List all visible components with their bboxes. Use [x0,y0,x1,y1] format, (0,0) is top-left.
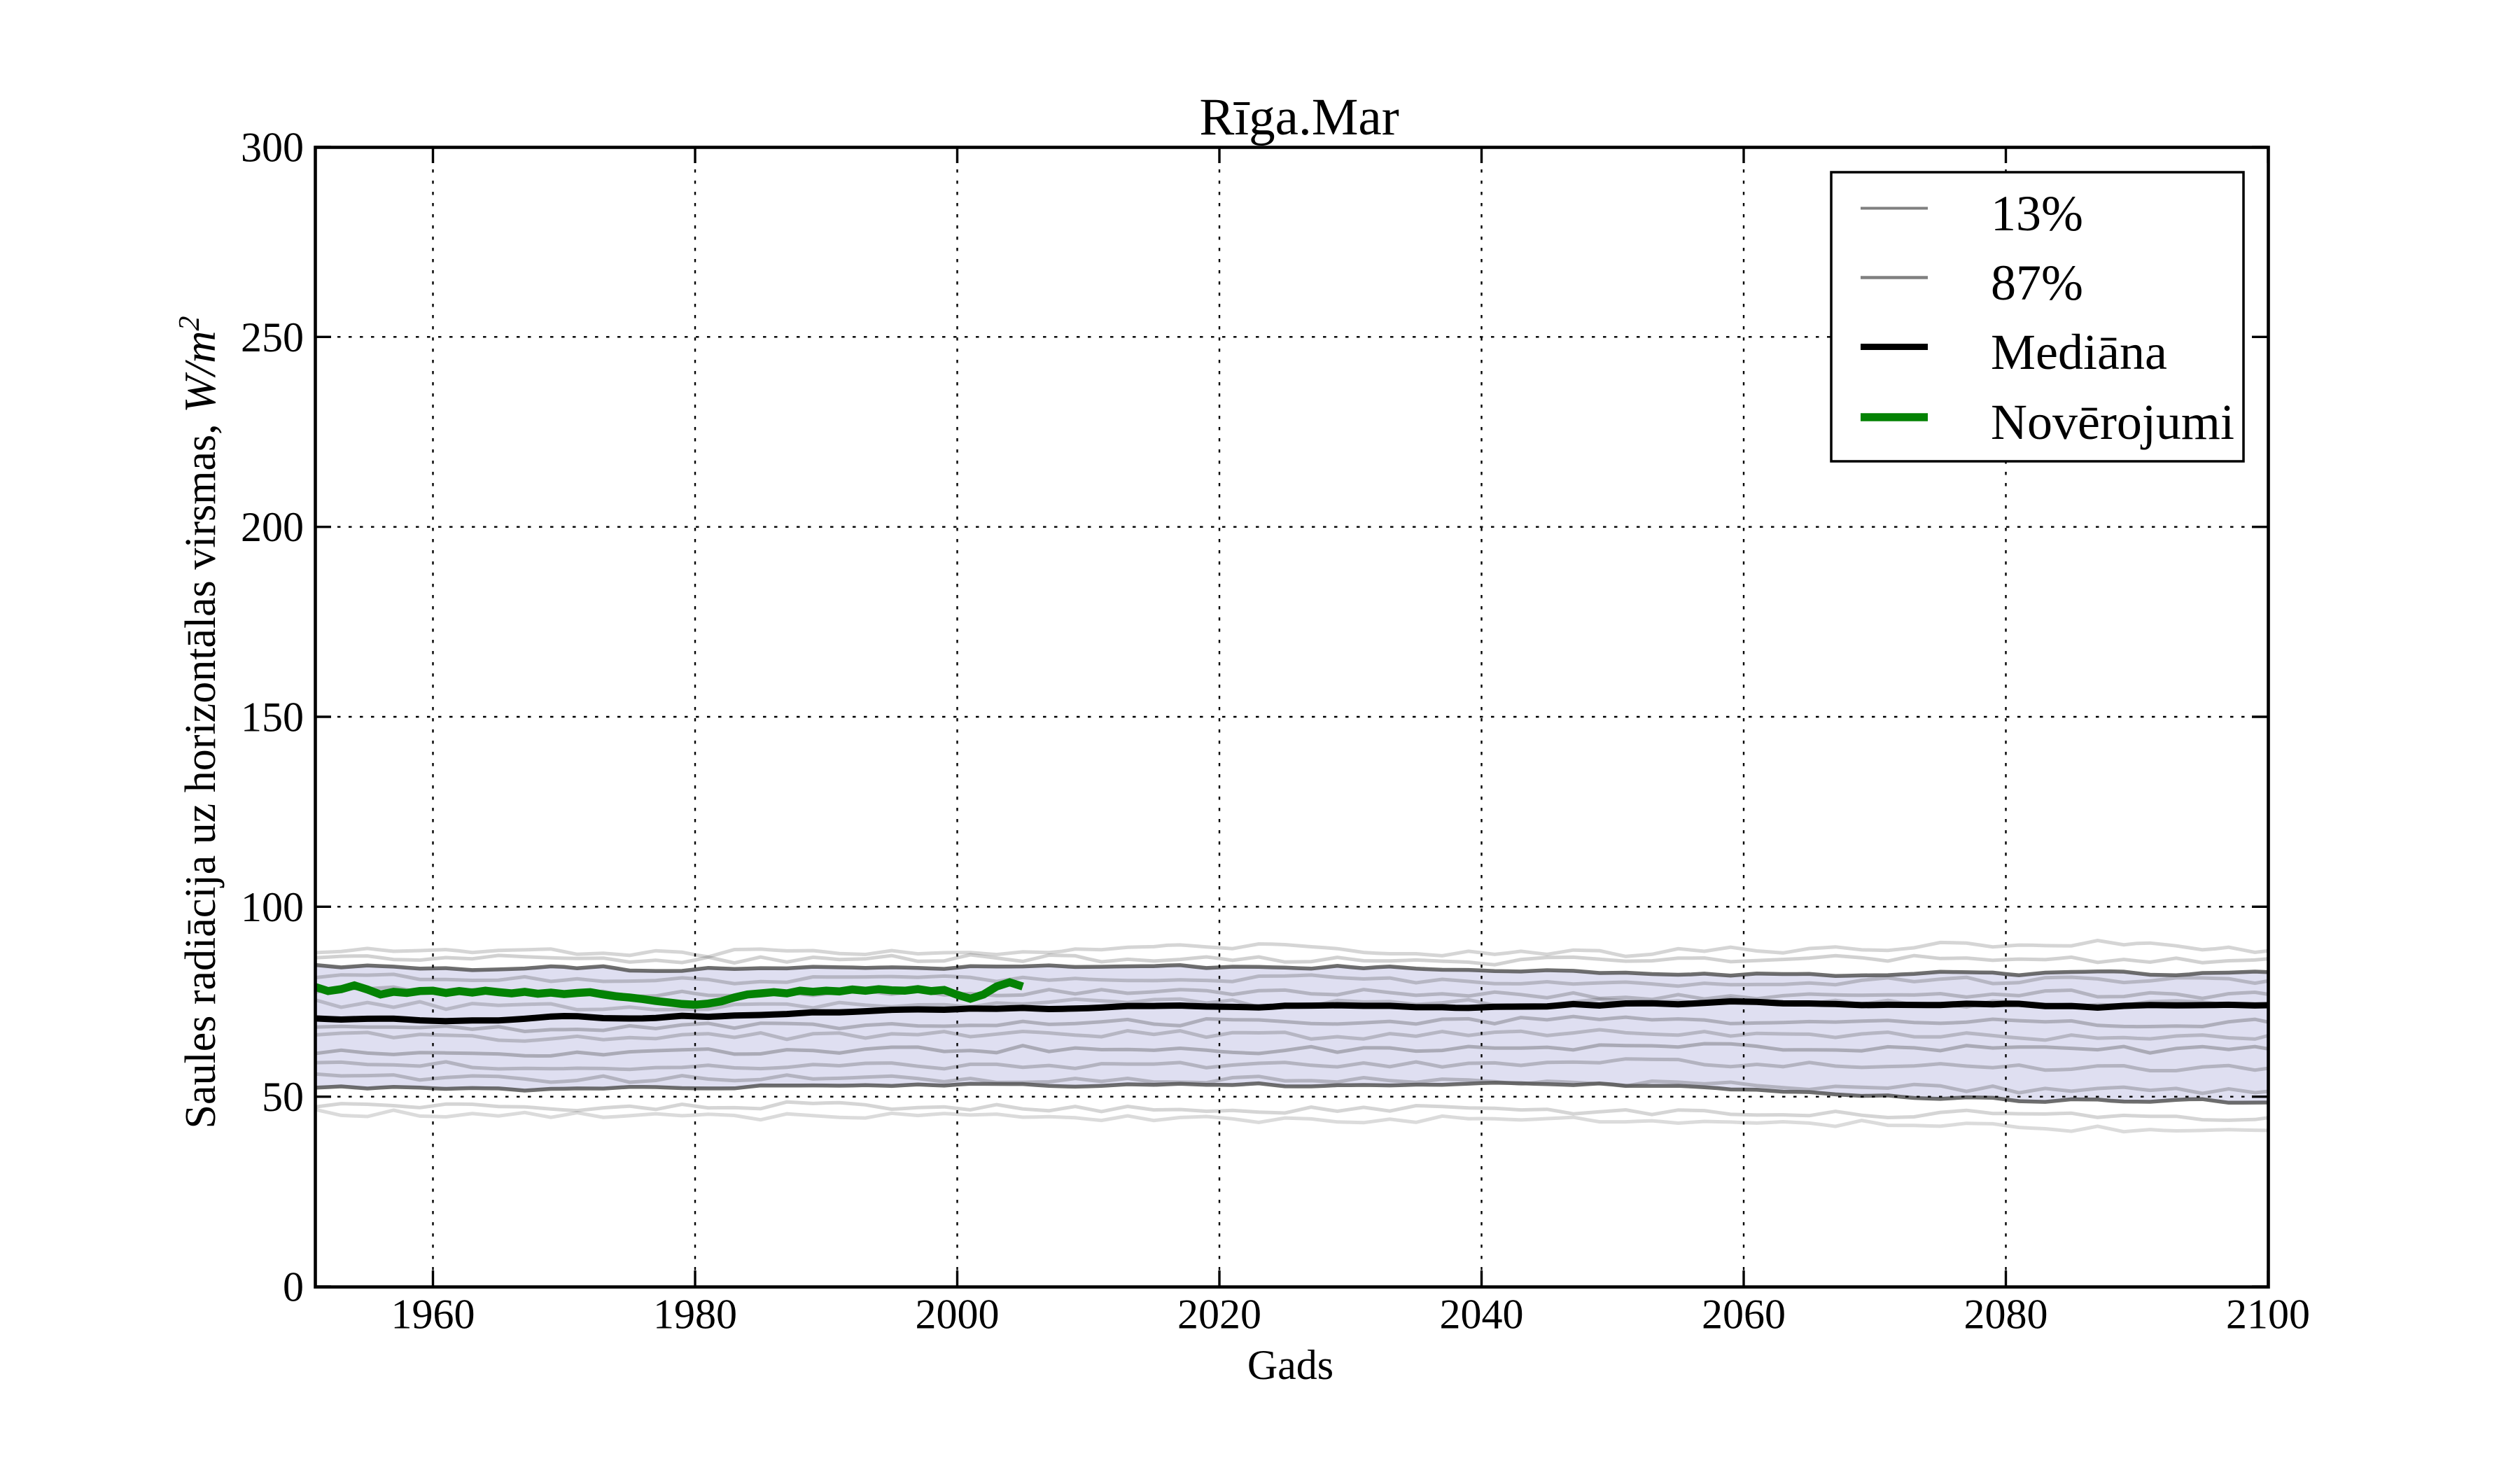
svg-text:2080: 2080 [1964,1292,2048,1338]
svg-text:150: 150 [241,694,304,741]
svg-text:250: 250 [241,314,304,360]
svg-text:2060: 2060 [1702,1292,1786,1338]
svg-text:2020: 2020 [1177,1292,1261,1338]
svg-text:Novērojumi: Novērojumi [1991,394,2234,450]
svg-text:2040: 2040 [1440,1292,1524,1338]
svg-text:Saules radiācija uz horizontāl: Saules radiācija uz horizontālas virsmas… [174,316,225,1129]
svg-text:87%: 87% [1991,255,2083,311]
svg-text:300: 300 [241,125,304,171]
svg-text:0: 0 [283,1264,304,1310]
svg-text:1960: 1960 [391,1292,475,1338]
svg-text:Mediāna: Mediāna [1991,324,2167,380]
svg-text:Rīga.Mar: Rīga.Mar [1199,88,1399,146]
svg-text:2100: 2100 [2226,1292,2310,1338]
svg-text:100: 100 [241,884,304,930]
svg-text:200: 200 [241,504,304,550]
svg-text:50: 50 [262,1074,304,1120]
svg-text:Gads: Gads [1247,1342,1334,1388]
svg-text:1980: 1980 [653,1292,737,1338]
svg-text:2000: 2000 [916,1292,1000,1338]
svg-text:13%: 13% [1991,186,2083,241]
